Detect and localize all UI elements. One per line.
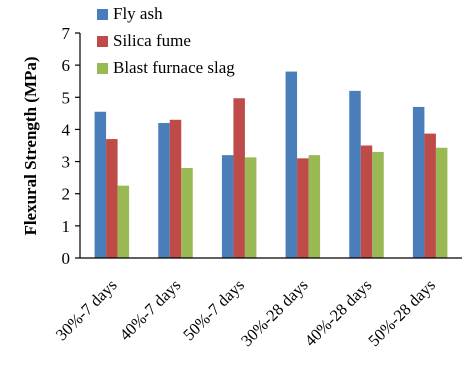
x-category-label: 40%-28 days xyxy=(301,275,376,350)
x-category-label: 50%-7 days xyxy=(179,275,248,344)
legend-swatch xyxy=(97,9,108,20)
bar-blast-furnace-slag xyxy=(435,147,448,258)
y-axis-ticks: 0 1 2 3 4 5 6 7 xyxy=(62,24,80,268)
bar-silica-fume xyxy=(233,98,245,258)
bar-blast-furnace-slag xyxy=(372,151,384,258)
bar-blast-furnace-slag xyxy=(117,185,130,258)
y-tick-label: 3 xyxy=(62,153,71,172)
legend-label: Fly ash xyxy=(113,4,163,23)
axes xyxy=(79,33,462,259)
legend-label: Silica fume xyxy=(113,31,191,50)
bar-silica-fume xyxy=(424,133,436,258)
bar-blast-furnace-slag xyxy=(181,168,193,258)
legend: Fly ash Silica fume Blast furnace slag xyxy=(97,4,235,77)
bar-blast-furnace-slag xyxy=(308,155,321,258)
bar-fly-ash xyxy=(94,111,107,258)
bar-fly-ash xyxy=(285,71,298,258)
y-tick-label: 4 xyxy=(62,120,71,139)
bar-silica-fume xyxy=(360,145,373,258)
bar-blast-furnace-slag xyxy=(244,157,257,258)
y-tick-label: 6 xyxy=(62,56,71,75)
legend-swatch xyxy=(97,63,108,74)
y-tick-label: 2 xyxy=(62,185,71,204)
y-tick-label: 1 xyxy=(62,217,71,236)
legend-swatch xyxy=(97,36,108,47)
y-tick-label: 7 xyxy=(62,24,71,43)
y-tick-label: 5 xyxy=(62,88,71,107)
bar-silica-fume xyxy=(169,119,182,259)
x-category-label: 30%-7 days xyxy=(52,275,121,344)
bar-fly-ash xyxy=(221,155,234,258)
bars xyxy=(94,71,448,259)
x-category-label: 50%-28 days xyxy=(364,275,439,350)
bar-fly-ash xyxy=(349,90,361,258)
bar-fly-ash xyxy=(412,106,425,258)
bar-fly-ash xyxy=(158,123,170,258)
bar-silica-fume xyxy=(297,158,309,258)
legend-label: Blast furnace slag xyxy=(113,58,235,77)
y-tick-label: 0 xyxy=(62,249,71,268)
bar-silica-fume xyxy=(106,139,118,258)
y-axis-label: Flexural Strength (MPa) xyxy=(21,56,40,235)
x-category-label: 40%-7 days xyxy=(115,275,184,344)
x-category-label: 30%-28 days xyxy=(237,275,312,350)
